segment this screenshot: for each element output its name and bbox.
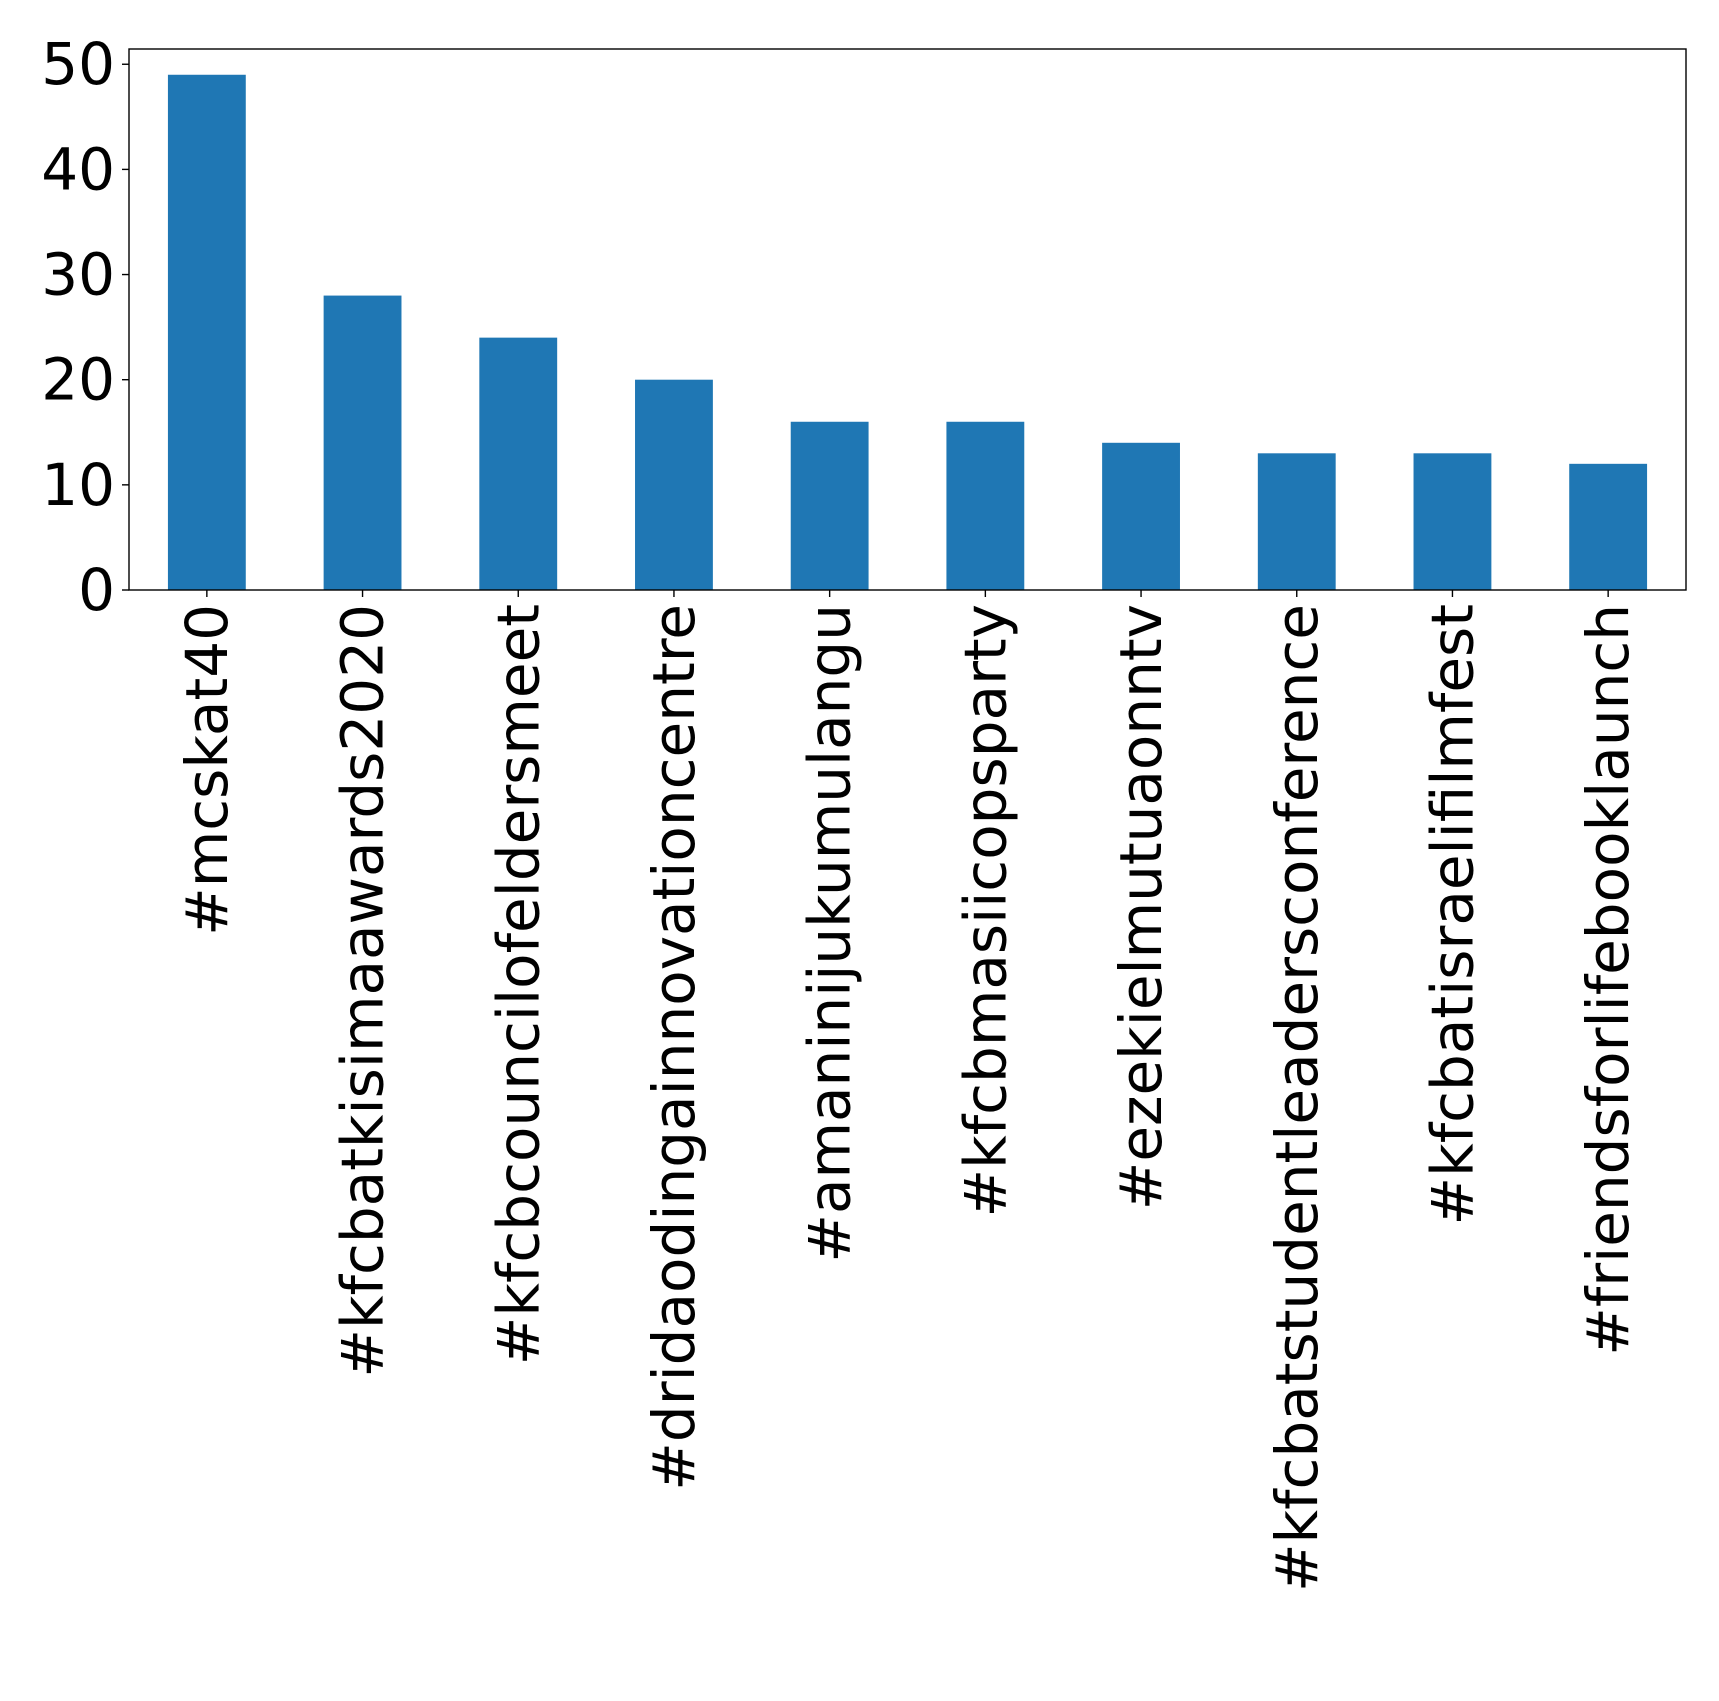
x-tick-label: #kfcbatkisimaawards2020 [329, 604, 397, 1378]
y-tick-label: 30 [41, 241, 115, 309]
y-axis: 0 10 20 30 40 50 [41, 30, 129, 624]
bar-1 [167, 74, 246, 590]
x-tick-label: #kfcbatstudentleadersconference [1263, 604, 1331, 1592]
x-tick-label: #kfcbmasiicopsparty [951, 604, 1019, 1217]
x-axis: #mcskat40 #kfcbatkisimaawards2020 #kfcbcou… [173, 590, 1642, 1592]
plot-frame [128, 48, 1687, 591]
bar-2 [323, 295, 402, 590]
bar-4 [635, 379, 713, 590]
bars-group [167, 74, 1648, 590]
x-tick-label: #kfcbcouncilofeldersmeet [484, 604, 552, 1365]
y-tick-label: 20 [41, 346, 115, 414]
bar-10 [1569, 463, 1648, 590]
bar-9 [1413, 453, 1492, 590]
x-tick-label: #mcskat40 [173, 604, 241, 936]
bar-7 [1102, 442, 1180, 590]
bar-5 [790, 421, 869, 590]
y-tick-label: 10 [41, 451, 115, 519]
x-tick-label: #friendsforlifebooklaunch [1574, 604, 1642, 1356]
bar-6 [946, 421, 1025, 590]
bar-3 [479, 337, 558, 590]
x-tick-label: #dridaodingainnovationcentre [640, 604, 708, 1491]
bar-8 [1257, 453, 1336, 590]
y-tick-label: 40 [41, 135, 115, 203]
y-tick-label: 50 [41, 30, 115, 98]
x-tick-label: #kfcbatisraelifilmfest [1418, 604, 1486, 1225]
x-tick-label: #amaninijukumulangu [796, 604, 864, 1263]
x-tick-label: #ezekielmutuaonntv [1107, 604, 1175, 1210]
y-tick-label: 0 [78, 556, 115, 624]
